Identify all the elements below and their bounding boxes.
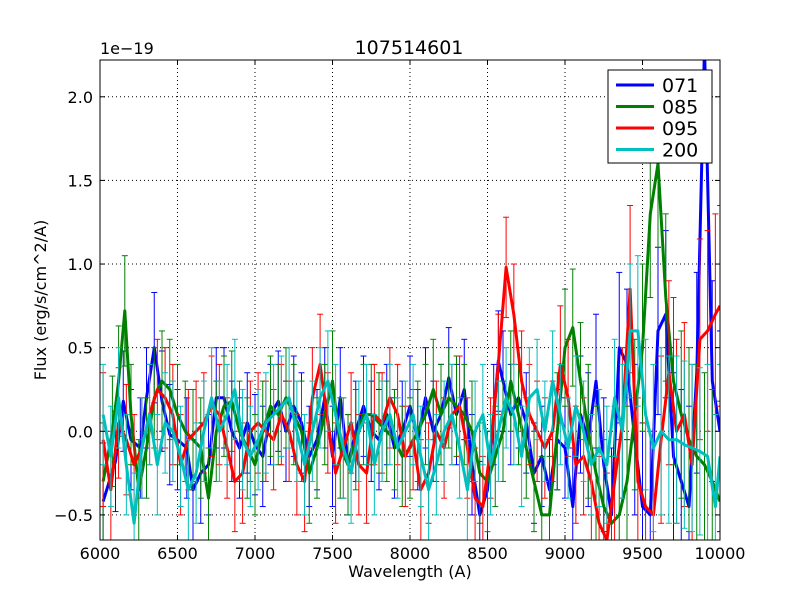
y-tick-label: 1.5 xyxy=(68,171,93,190)
chart-title: 107514601 xyxy=(355,37,464,59)
legend-label-200: 200 xyxy=(662,140,698,162)
legend-label-071: 071 xyxy=(662,75,698,97)
x-tick-label: 9500 xyxy=(622,544,663,563)
x-tick-label: 7000 xyxy=(235,544,276,563)
y-offset-label: 1e−19 xyxy=(100,39,154,58)
y-tick-label: 0.0 xyxy=(68,422,93,441)
axis-ticks: 6000 6500 7000 7500 8000 8500 9000 9500 10000 −0.… xyxy=(54,60,745,563)
legend-label-095: 095 xyxy=(662,118,698,140)
x-tick-label: 9000 xyxy=(545,544,586,563)
series-200 xyxy=(100,255,720,540)
x-tick-label: 8500 xyxy=(467,544,508,563)
y-tick-label: 0.5 xyxy=(68,339,93,358)
series-line-200 xyxy=(101,329,720,525)
x-tick-label: 6000 xyxy=(80,544,121,563)
y-axis-label: Flux (erg/s/cm^2/A) xyxy=(31,220,50,381)
x-tick-label: 10000 xyxy=(695,544,746,563)
legend-label-085: 085 xyxy=(662,97,698,119)
x-tick-label: 8000 xyxy=(390,544,431,563)
series-group xyxy=(100,60,720,540)
x-tick-label: 6500 xyxy=(157,544,198,563)
y-tick-label: 2.0 xyxy=(68,88,93,107)
x-tick-label: 7500 xyxy=(312,544,353,563)
y-tick-label: −0.5 xyxy=(54,506,93,525)
x-axis-label: Wavelength (A) xyxy=(348,562,471,581)
y-tick-label: 1.0 xyxy=(68,255,93,274)
